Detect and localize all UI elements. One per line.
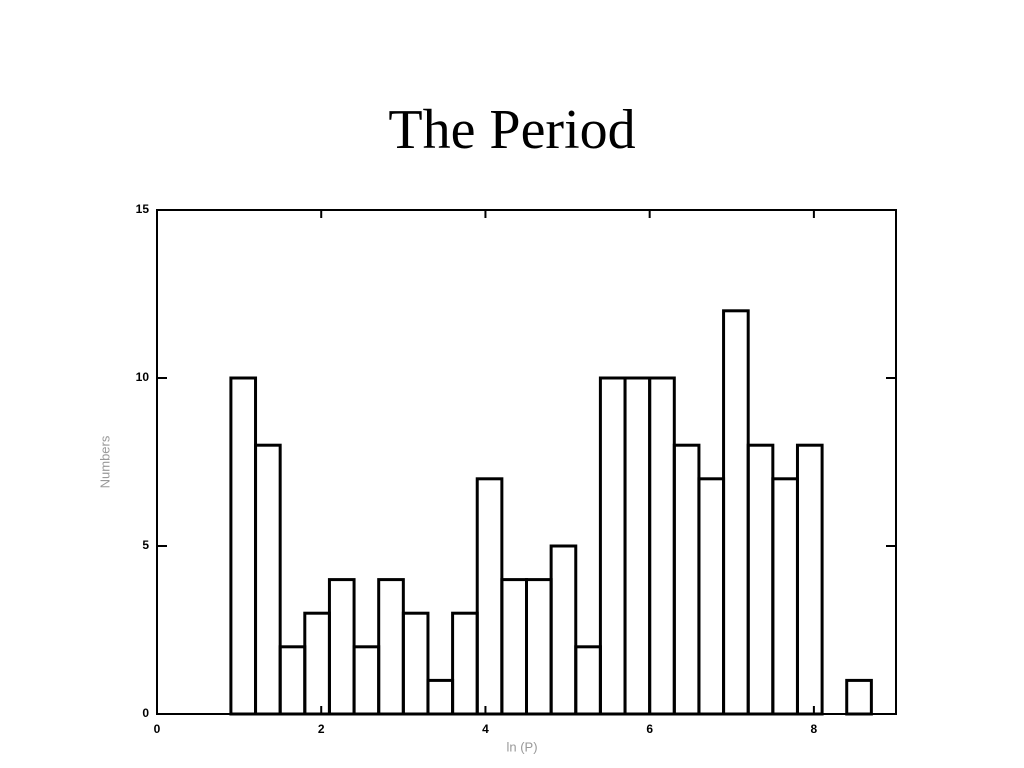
histogram-bar bbox=[401, 611, 430, 716]
histogram-bar bbox=[771, 477, 799, 716]
histogram-bar bbox=[377, 578, 405, 716]
histogram-bar bbox=[426, 678, 455, 716]
histogram-bar bbox=[845, 678, 873, 716]
histogram-bar bbox=[648, 376, 676, 716]
histogram-bar bbox=[549, 544, 578, 716]
x-tick-label: 2 bbox=[318, 722, 325, 736]
y-tick-label: 15 bbox=[136, 202, 150, 216]
histogram-bar bbox=[795, 443, 824, 716]
histogram-bar bbox=[598, 376, 627, 716]
histogram-bar bbox=[278, 645, 307, 716]
x-tick-label: 6 bbox=[646, 722, 653, 736]
histogram-bar bbox=[746, 443, 775, 716]
x-tick-label: 4 bbox=[482, 722, 489, 736]
x-tick-label: 8 bbox=[811, 722, 818, 736]
y-tick-label: 10 bbox=[136, 370, 150, 384]
histogram-bar bbox=[574, 645, 602, 716]
histogram-bar bbox=[697, 477, 726, 716]
histogram-bar bbox=[722, 309, 750, 716]
histogram-bar bbox=[525, 578, 553, 716]
histogram-bar bbox=[451, 611, 479, 716]
histogram-bar bbox=[254, 443, 282, 716]
histogram-bar bbox=[303, 611, 331, 716]
chart-title: The Period bbox=[388, 99, 635, 161]
histogram-bar bbox=[352, 645, 381, 716]
y-axis-label: Numbers bbox=[97, 435, 112, 488]
histogram-bar bbox=[672, 443, 701, 716]
x-tick-label: 0 bbox=[154, 722, 161, 736]
histogram-bar bbox=[500, 578, 529, 716]
y-tick-label: 0 bbox=[142, 706, 149, 720]
histogram-bar bbox=[327, 578, 356, 716]
y-tick-label: 5 bbox=[142, 538, 149, 552]
x-axis-label: ln (P) bbox=[506, 739, 537, 754]
histogram-bar bbox=[623, 376, 652, 716]
histogram-bar bbox=[475, 477, 504, 716]
histogram-bar bbox=[229, 376, 258, 716]
